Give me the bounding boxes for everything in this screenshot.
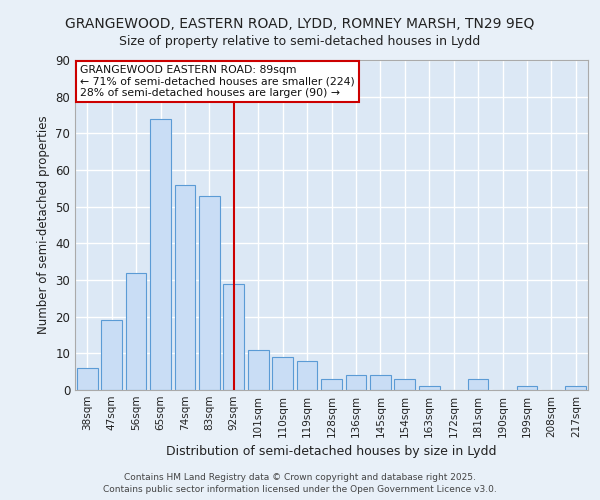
- Bar: [321, 379, 342, 390]
- Bar: [517, 386, 538, 390]
- Bar: [346, 376, 367, 390]
- X-axis label: Distribution of semi-detached houses by size in Lydd: Distribution of semi-detached houses by …: [166, 446, 497, 458]
- Bar: [296, 360, 317, 390]
- Bar: [101, 320, 122, 390]
- Bar: [175, 184, 196, 390]
- Bar: [77, 368, 98, 390]
- Bar: [565, 386, 586, 390]
- Bar: [394, 379, 415, 390]
- Bar: [199, 196, 220, 390]
- Text: GRANGEWOOD, EASTERN ROAD, LYDD, ROMNEY MARSH, TN29 9EQ: GRANGEWOOD, EASTERN ROAD, LYDD, ROMNEY M…: [65, 18, 535, 32]
- Bar: [419, 386, 440, 390]
- Bar: [370, 376, 391, 390]
- Text: GRANGEWOOD EASTERN ROAD: 89sqm
← 71% of semi-detached houses are smaller (224)
2: GRANGEWOOD EASTERN ROAD: 89sqm ← 71% of …: [80, 65, 355, 98]
- Bar: [467, 379, 488, 390]
- Bar: [125, 272, 146, 390]
- Bar: [248, 350, 269, 390]
- Text: Size of property relative to semi-detached houses in Lydd: Size of property relative to semi-detach…: [119, 35, 481, 48]
- Text: Contains HM Land Registry data © Crown copyright and database right 2025.
Contai: Contains HM Land Registry data © Crown c…: [103, 473, 497, 494]
- Y-axis label: Number of semi-detached properties: Number of semi-detached properties: [37, 116, 50, 334]
- Bar: [272, 357, 293, 390]
- Bar: [223, 284, 244, 390]
- Bar: [150, 118, 171, 390]
